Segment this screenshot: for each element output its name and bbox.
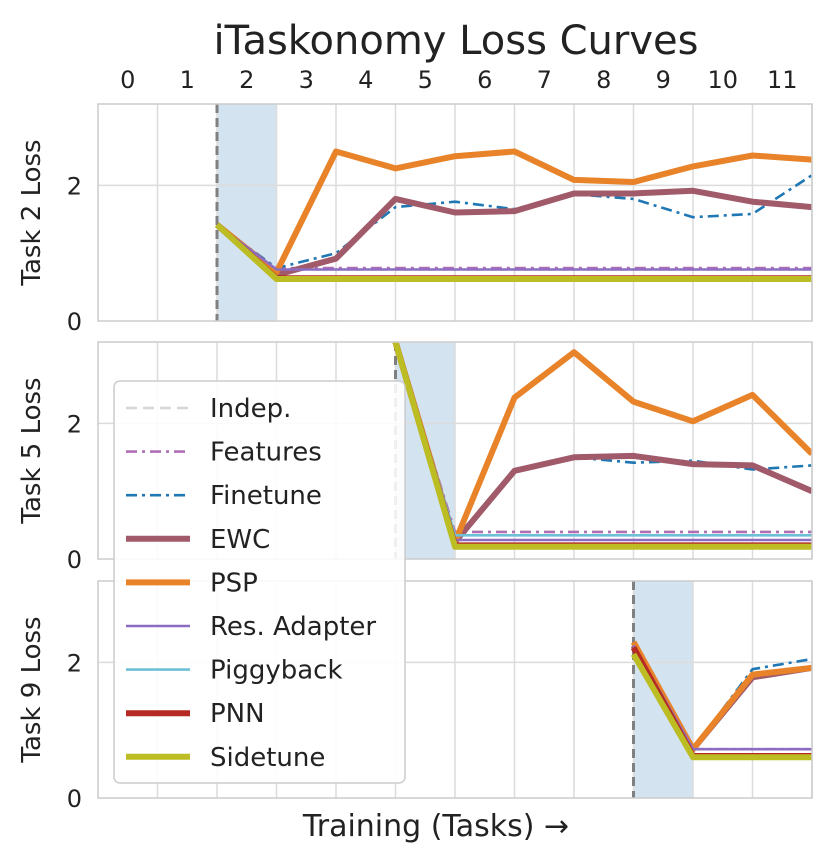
series-line-pnn [392,342,812,549]
y-tick-label: 0 [67,308,82,336]
x-tick-label: 7 [537,66,552,94]
panel-frame [97,341,813,560]
series-line-finetune [394,342,812,541]
y-tick-label: 0 [67,546,82,574]
x-tick-label: 4 [358,66,373,94]
legend-label: Piggyback [210,656,343,686]
legend-label: Sidetune [210,743,325,773]
legend-label: Indep. [210,394,291,424]
y-axis-label: Task 2 Loss [17,139,47,286]
legend-item-finetune: Finetune [126,481,322,511]
x-tick-label: 3 [299,66,314,94]
legend-item-indep: Indep. [126,394,291,424]
y-tick-label: 2 [67,410,82,438]
series-line-res-adapter [394,342,812,542]
series-line-indep [394,342,812,549]
legend-item-piggyback: Piggyback [126,656,343,686]
legend-label: PNN [210,699,265,729]
x-tick-label: 6 [477,66,492,94]
y-tick-label: 2 [67,649,82,677]
series-line-features [394,342,812,534]
legend-item-psp: PSP [126,568,258,598]
legend-box [113,380,406,784]
y-axis-label: Task 5 Loss [17,377,47,524]
panels: 0 2 Task 2 Loss 0 2 Task 5 Loss 0 2 Task 9 Loss [17,103,813,813]
x-tick-label: 5 [418,66,433,94]
x-tick-label: 11 [767,66,798,94]
series-line-psp [215,148,812,276]
series-line-sidetune [630,652,812,761]
series-line-piggyback [394,342,812,537]
legend-item-res-adapter: Res. Adapter [126,612,376,642]
x-tick-label: 1 [180,66,195,94]
x-tick-label: 0 [120,66,135,94]
chart-title: iTaskonomy Loss Curves [214,18,699,64]
legend: Indep. Features Finetune EWC PSP Res. Adapter… [113,380,406,784]
panel-frame [97,103,813,322]
y-axis-label: Task 9 Loss [17,616,47,763]
x-tick-labels: 0 1 2 3 4 5 6 7 8 9 10 11 [120,66,797,94]
x-tick-label: 9 [656,66,671,94]
y-tick-label: 2 [67,172,82,200]
y-tick-label: 0 [67,785,82,813]
legend-label: Features [210,438,322,468]
panel-task-1: 0 2 Task 2 Loss [17,103,813,336]
panel-task-3: 0 2 Task 9 Loss [17,580,813,813]
legend-item-pnn: PNN [126,699,265,729]
x-tick-label: 8 [596,66,611,94]
legend-label: Finetune [210,481,322,511]
legend-label: Res. Adapter [210,612,376,642]
legend-item-sidetune: Sidetune [126,743,325,773]
legend-item-features: Features [126,438,322,468]
series-line-sidetune [214,222,812,282]
series-line-ewc [215,187,812,278]
series-line-ewc [392,342,812,545]
panel-frame [97,580,813,799]
series-line-sidetune [392,342,812,550]
x-tick-label: 2 [239,66,254,94]
series-line-psp [392,342,812,545]
x-axis-label: Training (Tasks) → [302,809,569,844]
training-region [217,104,277,321]
x-tick-label: 10 [707,66,738,94]
legend-label: EWC [210,525,270,555]
legend-item-ewc: EWC [126,525,270,555]
legend-label: PSP [210,568,258,598]
